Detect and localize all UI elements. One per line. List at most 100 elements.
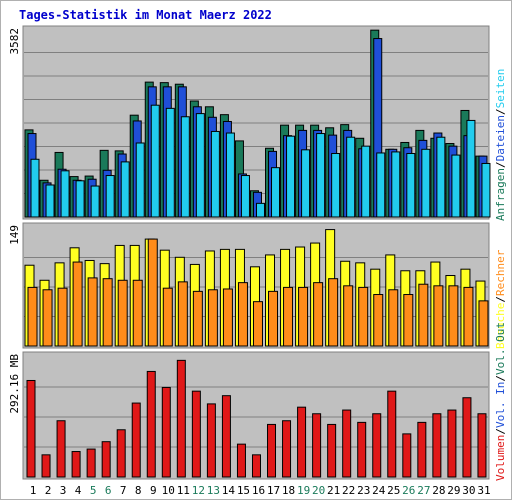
bar-rechner-5	[87, 277, 98, 347]
bar-seiten-11	[180, 116, 190, 218]
x-label-day-19: 19	[297, 484, 310, 497]
bar-rechner-8	[132, 279, 143, 347]
legend-text: Volumen/Vol. In/Vol. Out	[494, 322, 507, 481]
x-label-day-9: 9	[150, 484, 157, 497]
x-label-day-24: 24	[372, 484, 386, 497]
x-label-day-26: 26	[402, 484, 415, 497]
bar-seiten-17	[271, 167, 281, 218]
bar-rechner-28	[433, 285, 444, 347]
legend-item-volumen: Volumen	[494, 435, 507, 481]
bar-seiten-5	[90, 185, 100, 218]
x-label-day-11: 11	[177, 484, 190, 497]
bar-rechner-30	[463, 286, 474, 347]
bar-seiten-16	[255, 202, 265, 218]
bar-seiten-8	[135, 142, 145, 218]
bar-volumen-5	[86, 448, 96, 478]
bar-volumen-12	[191, 390, 201, 478]
bar-seiten-3	[60, 170, 70, 218]
x-label-day-30: 30	[462, 484, 475, 497]
x-label-day-27: 27	[417, 484, 430, 497]
x-label-day-16: 16	[252, 484, 265, 497]
bar-seiten-4	[75, 180, 85, 218]
bar-volumen-15	[236, 443, 246, 478]
bar-rechner-12	[192, 290, 203, 347]
x-label-day-29: 29	[447, 484, 460, 497]
bar-volumen-8	[131, 402, 141, 478]
x-label-day-31: 31	[477, 484, 490, 497]
bar-volumen-31	[477, 413, 487, 478]
bar-volumen-11	[176, 359, 186, 478]
x-label-day-12: 12	[192, 484, 205, 497]
bar-seiten-21	[331, 152, 341, 218]
bar-volumen-10	[161, 386, 171, 478]
bar-seiten-14	[225, 132, 235, 218]
bar-seiten-2	[45, 184, 55, 218]
panel-requests: 3582	[8, 25, 491, 220]
bar-volumen-22	[342, 409, 352, 478]
bar-seiten-18	[286, 135, 296, 218]
bar-volumen-7	[116, 429, 126, 478]
panel-visits: 149	[8, 222, 490, 349]
x-label-day-6: 6	[105, 484, 112, 497]
x-label-day-4: 4	[75, 484, 82, 497]
legend-separator: /	[494, 108, 507, 115]
bar-volumen-27	[417, 421, 427, 478]
legend-item-volin: Vol. In	[494, 382, 507, 428]
bar-seiten-26	[406, 152, 416, 218]
legend-text: Anfragen/Dateien/Seiten	[494, 69, 507, 221]
legend-requests: Anfragen/Dateien/Seiten	[494, 69, 507, 221]
bar-seiten-27	[421, 148, 431, 218]
legend-item-rechner: Rechner	[494, 249, 507, 296]
legend-item-seiten: Seiten	[494, 69, 507, 109]
bar-seiten-23	[361, 145, 371, 218]
bar-rechner-17	[268, 290, 279, 347]
bar-seiten-12	[195, 113, 205, 218]
bar-volumen-16	[251, 454, 261, 478]
bar-seiten-24	[376, 152, 386, 218]
bar-rechner-13	[207, 289, 218, 347]
bar-volumen-19	[297, 406, 307, 478]
bar-volumen-3	[56, 420, 66, 478]
bar-rechner-23	[358, 286, 369, 347]
chart-title: Tages-Statistik im Monat Maerz 2022	[19, 8, 272, 22]
bar-rechner-31	[478, 300, 489, 347]
bar-volumen-9	[146, 370, 156, 478]
bar-seiten-31	[481, 162, 491, 218]
bar-seiten-30	[466, 119, 476, 218]
bar-rechner-19	[298, 286, 309, 347]
legend-item-anfragen: Anfragen	[494, 168, 507, 221]
legend-separator: /	[494, 161, 507, 168]
y-max-label: 149	[8, 225, 21, 245]
y-max-label: 3582	[8, 28, 21, 55]
bar-seiten-13	[210, 130, 220, 218]
legend-item-dateien: Dateien	[494, 115, 507, 161]
bar-volumen-30	[462, 397, 472, 478]
x-label-day-7: 7	[120, 484, 127, 497]
panel-volume: 292.16 MB	[8, 351, 490, 480]
bar-rechner-6	[102, 278, 113, 347]
x-label-day-25: 25	[387, 484, 400, 497]
bar-rechner-2	[42, 289, 53, 347]
bar-rechner-18	[283, 286, 294, 347]
bar-seiten-20	[316, 133, 326, 218]
bar-seiten-9	[150, 104, 160, 218]
bar-volumen-18	[282, 420, 292, 478]
legend-item-volout: Vol. Out	[494, 322, 507, 375]
bar-volumen-21	[327, 423, 337, 478]
bar-seiten-25	[391, 151, 401, 218]
bar-seiten-22	[346, 136, 356, 218]
bar-rechner-26	[403, 294, 414, 347]
bar-rechner-20	[313, 282, 324, 347]
bar-seiten-7	[120, 161, 130, 218]
bar-seiten-19	[301, 149, 311, 218]
x-label-day-1: 1	[30, 484, 37, 497]
x-label-day-10: 10	[162, 484, 175, 497]
bar-rechner-3	[57, 287, 68, 347]
x-label-day-5: 5	[90, 484, 97, 497]
bar-volumen-28	[432, 413, 442, 478]
bar-seiten-10	[165, 107, 175, 218]
x-label-day-13: 13	[207, 484, 220, 497]
bar-rechner-25	[388, 289, 399, 347]
